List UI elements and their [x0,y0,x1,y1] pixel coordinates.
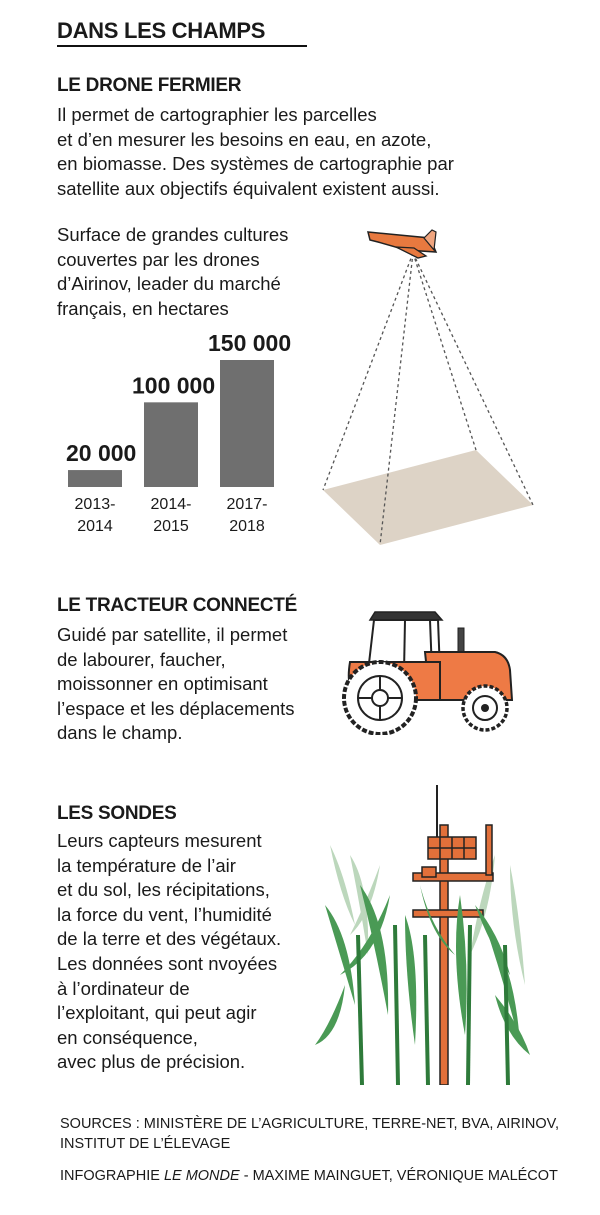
tractor-description: Guidé par satellite, il permet de labour… [57,624,295,744]
x-tick-label-0-0: 2013- [75,496,116,513]
corn-stalks [356,924,510,1085]
probe-mast [412,785,494,1085]
bar-1 [144,402,198,487]
rear-wheel-icon [342,660,418,735]
credits-publication: LE MONDE [163,1168,240,1184]
sondes-description: Leurs capteurs mesurent la température d… [57,830,282,1073]
bar-value-label-2: 150 000 [208,330,291,356]
chart-title: Surface de grandes cultures couvertes pa… [57,224,289,319]
bar-chart: 20 000 2013- 2014 100 000 2014- 2015 150 000 20… [66,330,291,535]
sondes-section-title: LES SONDES [57,803,177,824]
credits-prefix: INFOGRAPHIE [60,1168,164,1184]
probe-illustration [315,785,530,1085]
x-tick-label-1-1: 2015 [153,518,189,535]
tractor-illustration [342,611,514,735]
sources-note: SOURCES : MINISTÈRE DE L’AGRICULTURE, TE… [60,1116,560,1152]
credits-authors: - MAXIME MAINGUET, VÉRONIQUE MALÉCOT [239,1168,558,1184]
bar-2 [220,360,274,487]
front-wheel-icon [461,684,509,732]
field-parcel [323,450,533,545]
x-tick-label-2-0: 2017- [227,496,268,513]
x-tick-label-1-0: 2014- [151,496,192,513]
bar-value-label-0: 20 000 [66,440,136,466]
title-divider [57,45,307,47]
corn-plants-front [315,885,530,1055]
main-title: DANS LES CHAMPS [57,18,266,43]
bar-value-label-1: 100 000 [132,372,215,398]
x-tick-label-2-1: 2018 [229,518,265,535]
drone-icon [367,229,438,259]
drone-description: Il permet de cartographier les parcelles… [57,104,454,199]
credits-note: INFOGRAPHIE LE MONDE - MAXIME MAINGUET, … [60,1166,560,1186]
drone-illustration [322,229,534,546]
bar-0 [68,470,122,487]
tractor-section-title: LE TRACTEUR CONNECTÉ [57,595,297,616]
x-tick-label-0-1: 2014 [77,518,113,535]
drone-section-title: LE DRONE FERMIER [57,75,242,96]
